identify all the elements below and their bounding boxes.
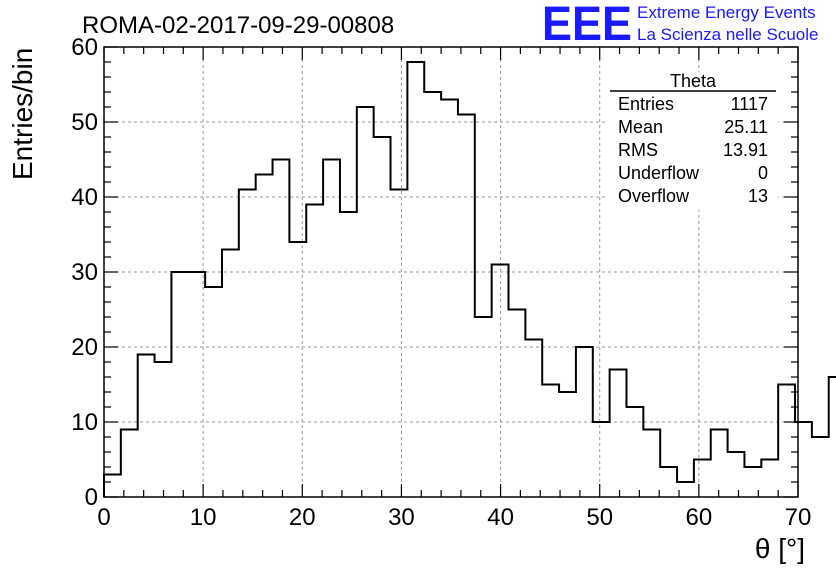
- histogram-bin: [660, 467, 677, 497]
- x-axis-title: θ [°]: [755, 533, 805, 564]
- histogram-bin: [374, 137, 391, 497]
- histogram-bin: [525, 340, 542, 498]
- x-tick-label: 50: [586, 504, 613, 531]
- y-tick-label: 30: [71, 259, 98, 286]
- axis-ticks: [103, 46, 799, 498]
- y-tick-label: 20: [71, 334, 98, 361]
- y-tick-label: 10: [71, 409, 98, 436]
- histogram-bin: [458, 115, 475, 498]
- histogram-bin: [812, 437, 829, 497]
- chart-title: ROMA-02-2017-09-29-00808: [82, 12, 394, 39]
- histogram-bin: [256, 175, 273, 498]
- y-tick-label: 0: [85, 484, 98, 511]
- stats-label: Entries: [618, 94, 674, 114]
- histogram-bin: [610, 370, 627, 498]
- y-tick-label: 50: [71, 109, 98, 136]
- eee-logo-line1: Extreme Energy Events: [637, 3, 816, 22]
- stats-value: 1117: [731, 94, 768, 114]
- histogram-bin: [694, 460, 711, 498]
- histogram-bin: [357, 107, 374, 497]
- stats-label: Overflow: [618, 186, 690, 206]
- histogram-bin: [188, 272, 205, 497]
- x-tick-label: 30: [388, 504, 415, 531]
- histogram-bin: [391, 190, 408, 498]
- histogram-bin: [559, 392, 576, 497]
- x-tick-label: 70: [785, 504, 812, 531]
- stats-value: 0: [758, 163, 768, 183]
- histogram-bin: [104, 475, 121, 498]
- histogram-bin: [138, 355, 155, 498]
- histogram-bin: [273, 160, 290, 498]
- y-tick-label: 60: [71, 34, 98, 61]
- histogram-bin: [289, 242, 306, 497]
- stats-title: Theta: [670, 71, 717, 91]
- stats-box: Theta Entries 1117 Mean 25.11 RMS 13.91 Underf…: [608, 71, 778, 210]
- y-axis-title: Entries/bin: [7, 48, 38, 180]
- eee-logo-mark: EEE: [542, 0, 632, 51]
- histogram-bin: [239, 190, 256, 498]
- stats-rows: Entries 1117 Mean 25.11 RMS 13.91 Underflow 0 Ov…: [618, 94, 768, 206]
- x-tick-label: 0: [97, 504, 110, 531]
- histogram-bin: [576, 347, 593, 497]
- histogram-outline: [103, 61, 836, 497]
- stats-value: 25.11: [724, 117, 768, 137]
- histogram-bars: [103, 61, 836, 498]
- histogram-bin: [711, 430, 728, 498]
- histogram-bin: [761, 460, 778, 498]
- histogram-bin: [492, 265, 509, 498]
- histogram-bin: [542, 385, 559, 498]
- histogram-bin: [340, 212, 357, 497]
- histogram-bin: [205, 287, 222, 497]
- histogram-bin: [171, 272, 188, 497]
- histogram-bin: [306, 205, 323, 498]
- stats-box-background: [608, 72, 778, 210]
- histogram-bin: [323, 160, 340, 498]
- histogram-bin: [441, 100, 458, 498]
- x-tick-label: 20: [289, 504, 316, 531]
- histogram-bin: [121, 430, 138, 498]
- histogram-bin: [407, 62, 424, 497]
- stats-label: Mean: [618, 117, 663, 137]
- histogram-bin: [222, 250, 239, 498]
- eee-logo-line2: La Scienza nelle Scuole: [637, 25, 818, 44]
- histogram-bin: [509, 310, 526, 498]
- x-tick-label: 40: [487, 504, 514, 531]
- histogram-bin: [593, 422, 610, 497]
- y-tick-label: 40: [71, 184, 98, 211]
- stats-label: Underflow: [618, 163, 700, 183]
- stats-label: RMS: [618, 140, 658, 160]
- histogram-bin: [829, 377, 836, 497]
- histogram-bin: [778, 385, 795, 498]
- histogram-bin: [626, 407, 643, 497]
- stats-value: 13: [748, 186, 768, 206]
- eee-logo: EEE Extreme Energy Events La Scienza nel…: [542, 0, 818, 51]
- histogram-bin: [424, 92, 441, 497]
- stats-value: 13.91: [723, 140, 768, 160]
- histogram-bin: [643, 430, 660, 498]
- histogram-bin: [155, 362, 172, 497]
- x-tick-label: 60: [686, 504, 713, 531]
- histogram-bin: [475, 317, 492, 497]
- histogram-bin: [728, 452, 745, 497]
- tick-labels: 0 10 20 30 40 50 60 70 0 10 20 30 40 50 60: [71, 34, 811, 531]
- x-tick-label: 10: [190, 504, 217, 531]
